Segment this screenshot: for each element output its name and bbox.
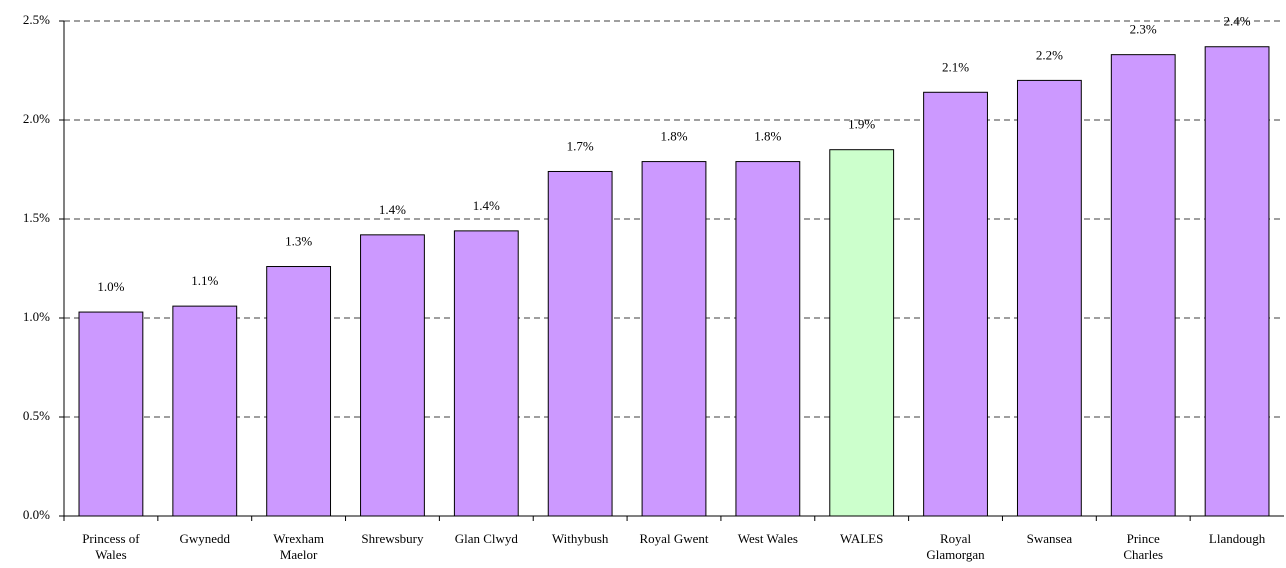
x-tick-label: Glan Clwyd xyxy=(455,531,519,546)
bar xyxy=(547,170,613,517)
x-tick-label: Royal Glamorgan xyxy=(926,531,985,562)
bar xyxy=(360,234,425,517)
y-tick-label: 0.0% xyxy=(23,507,50,522)
bar xyxy=(641,161,707,517)
bar xyxy=(266,266,332,517)
data-label: 1.9% xyxy=(848,117,875,132)
bar xyxy=(78,311,144,517)
data-label: 1.0% xyxy=(97,279,124,294)
x-tick-label: Swansea xyxy=(1027,531,1073,546)
x-tick-label: Llandough xyxy=(1209,531,1266,546)
y-tick-label: 0.5% xyxy=(23,408,50,423)
x-tick-label: WALES xyxy=(840,531,883,546)
bar xyxy=(829,149,895,517)
data-label: 1.4% xyxy=(473,198,500,213)
bar xyxy=(453,230,519,517)
data-label: 1.8% xyxy=(660,129,687,144)
x-tick-label: West Wales xyxy=(738,531,798,546)
data-label: 1.3% xyxy=(285,234,312,249)
data-label: 1.7% xyxy=(567,138,594,153)
x-tick-label: Princess of Wales xyxy=(82,531,140,562)
x-tick-label: Withybush xyxy=(552,531,609,546)
x-tick-label: Gwynedd xyxy=(179,531,230,546)
bar xyxy=(1204,46,1270,517)
x-tick-label: Shrewsbury xyxy=(361,531,424,546)
y-tick-label: 1.5% xyxy=(23,210,50,225)
bar xyxy=(735,161,801,517)
x-tick-label: Wrexham Maelor xyxy=(273,531,324,562)
data-label: 2.2% xyxy=(1036,47,1063,62)
bar xyxy=(1110,54,1176,517)
x-tick-label: Royal Gwent xyxy=(640,531,709,546)
data-label: 1.1% xyxy=(191,273,218,288)
data-label: 1.8% xyxy=(754,129,781,144)
bar xyxy=(1016,79,1082,517)
y-tick-label: 2.5% xyxy=(23,12,50,27)
data-label: 2.4% xyxy=(1224,14,1251,29)
data-label: 2.3% xyxy=(1130,22,1157,37)
x-tick-label: Prince Charles xyxy=(1123,531,1163,562)
bar xyxy=(172,305,238,517)
y-tick-label: 1.0% xyxy=(23,309,50,324)
data-label: 1.4% xyxy=(379,202,406,217)
y-tick-label: 2.0% xyxy=(23,111,50,126)
bar xyxy=(923,91,988,517)
data-label: 2.1% xyxy=(942,59,969,74)
